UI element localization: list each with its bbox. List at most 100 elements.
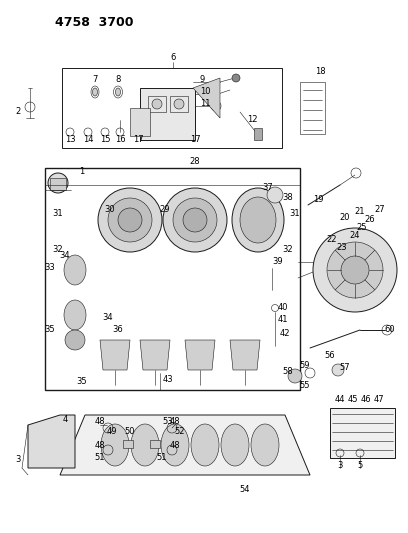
Text: 35: 35 [77,377,87,386]
Polygon shape [60,415,310,475]
Text: 19: 19 [313,196,323,205]
Text: 39: 39 [273,257,283,266]
Text: 40: 40 [278,303,288,312]
Ellipse shape [115,88,120,96]
Text: 48: 48 [170,440,180,449]
Circle shape [98,188,162,252]
Bar [50,178,66,190]
Text: 56: 56 [325,351,335,359]
Text: 44: 44 [335,395,345,405]
Text: 16: 16 [115,135,125,144]
Text: 34: 34 [103,313,113,322]
Ellipse shape [64,300,86,330]
Ellipse shape [101,424,129,466]
Polygon shape [100,340,130,370]
Text: 5: 5 [357,461,363,470]
Text: 12: 12 [247,116,257,125]
Circle shape [118,208,142,232]
Text: 4: 4 [62,416,68,424]
Text: 53: 53 [163,417,173,426]
Text: 22: 22 [327,236,337,245]
Polygon shape [185,340,215,370]
Ellipse shape [251,424,279,466]
Text: 48: 48 [95,440,105,449]
Text: 10: 10 [200,86,211,95]
Text: 59: 59 [300,361,310,370]
Circle shape [163,188,227,252]
Ellipse shape [93,88,98,96]
Ellipse shape [161,424,189,466]
Bar [170,96,188,112]
Bar [45,168,300,390]
Text: 1: 1 [80,167,84,176]
Text: 28: 28 [190,157,200,166]
Text: 45: 45 [348,395,358,405]
Circle shape [267,187,283,203]
Text: 27: 27 [375,206,385,214]
Text: 33: 33 [44,263,55,272]
Text: 48: 48 [170,417,180,426]
Text: 15: 15 [100,135,110,144]
Ellipse shape [64,255,86,285]
Polygon shape [193,78,220,118]
Circle shape [327,242,383,298]
Text: 25: 25 [357,223,367,232]
Text: 46: 46 [361,395,371,405]
Text: 14: 14 [83,135,93,144]
Text: 49: 49 [107,427,117,437]
Text: 17: 17 [133,135,143,144]
Ellipse shape [131,424,159,466]
Text: 13: 13 [65,135,75,144]
Text: 18: 18 [315,68,325,77]
Bar [62,68,282,148]
Text: 60: 60 [385,326,395,335]
Text: 6: 6 [170,52,176,61]
Circle shape [48,173,68,193]
Text: 52: 52 [175,427,185,437]
Text: 54: 54 [240,486,250,495]
Text: 43: 43 [163,376,173,384]
Ellipse shape [240,197,276,243]
Bar [330,408,395,458]
Text: 47: 47 [374,395,384,405]
Ellipse shape [232,188,284,252]
Text: 51: 51 [157,454,167,463]
Text: 42: 42 [280,328,290,337]
Ellipse shape [191,424,219,466]
Text: 20: 20 [340,214,350,222]
Text: 35: 35 [45,326,55,335]
Circle shape [332,364,344,376]
Text: 2: 2 [16,108,21,117]
Bar [140,88,195,140]
Circle shape [152,99,162,109]
Text: 50: 50 [125,427,135,437]
Text: 48: 48 [95,417,105,426]
Text: 23: 23 [337,244,347,253]
Circle shape [232,74,240,82]
Text: 32: 32 [53,246,63,254]
Text: 41: 41 [278,316,288,325]
Bar [123,440,133,448]
Text: 9: 9 [200,75,205,84]
Text: 58: 58 [283,367,293,376]
Circle shape [174,99,184,109]
Text: 11: 11 [200,99,211,108]
Text: 7: 7 [92,75,98,84]
Bar [148,96,166,112]
Text: 21: 21 [355,207,365,216]
Text: 3: 3 [16,456,21,464]
Circle shape [288,369,302,383]
Text: 8: 8 [115,75,121,84]
Bar [254,128,262,140]
Text: 37: 37 [263,183,273,192]
Text: 51: 51 [95,454,105,463]
Text: 34: 34 [60,251,70,260]
Text: 31: 31 [53,208,63,217]
Polygon shape [28,415,75,468]
Text: 29: 29 [160,206,170,214]
Text: 26: 26 [365,215,375,224]
Text: 38: 38 [283,193,293,203]
Text: 17: 17 [190,135,200,144]
Circle shape [313,228,397,312]
Text: 57: 57 [340,364,350,373]
